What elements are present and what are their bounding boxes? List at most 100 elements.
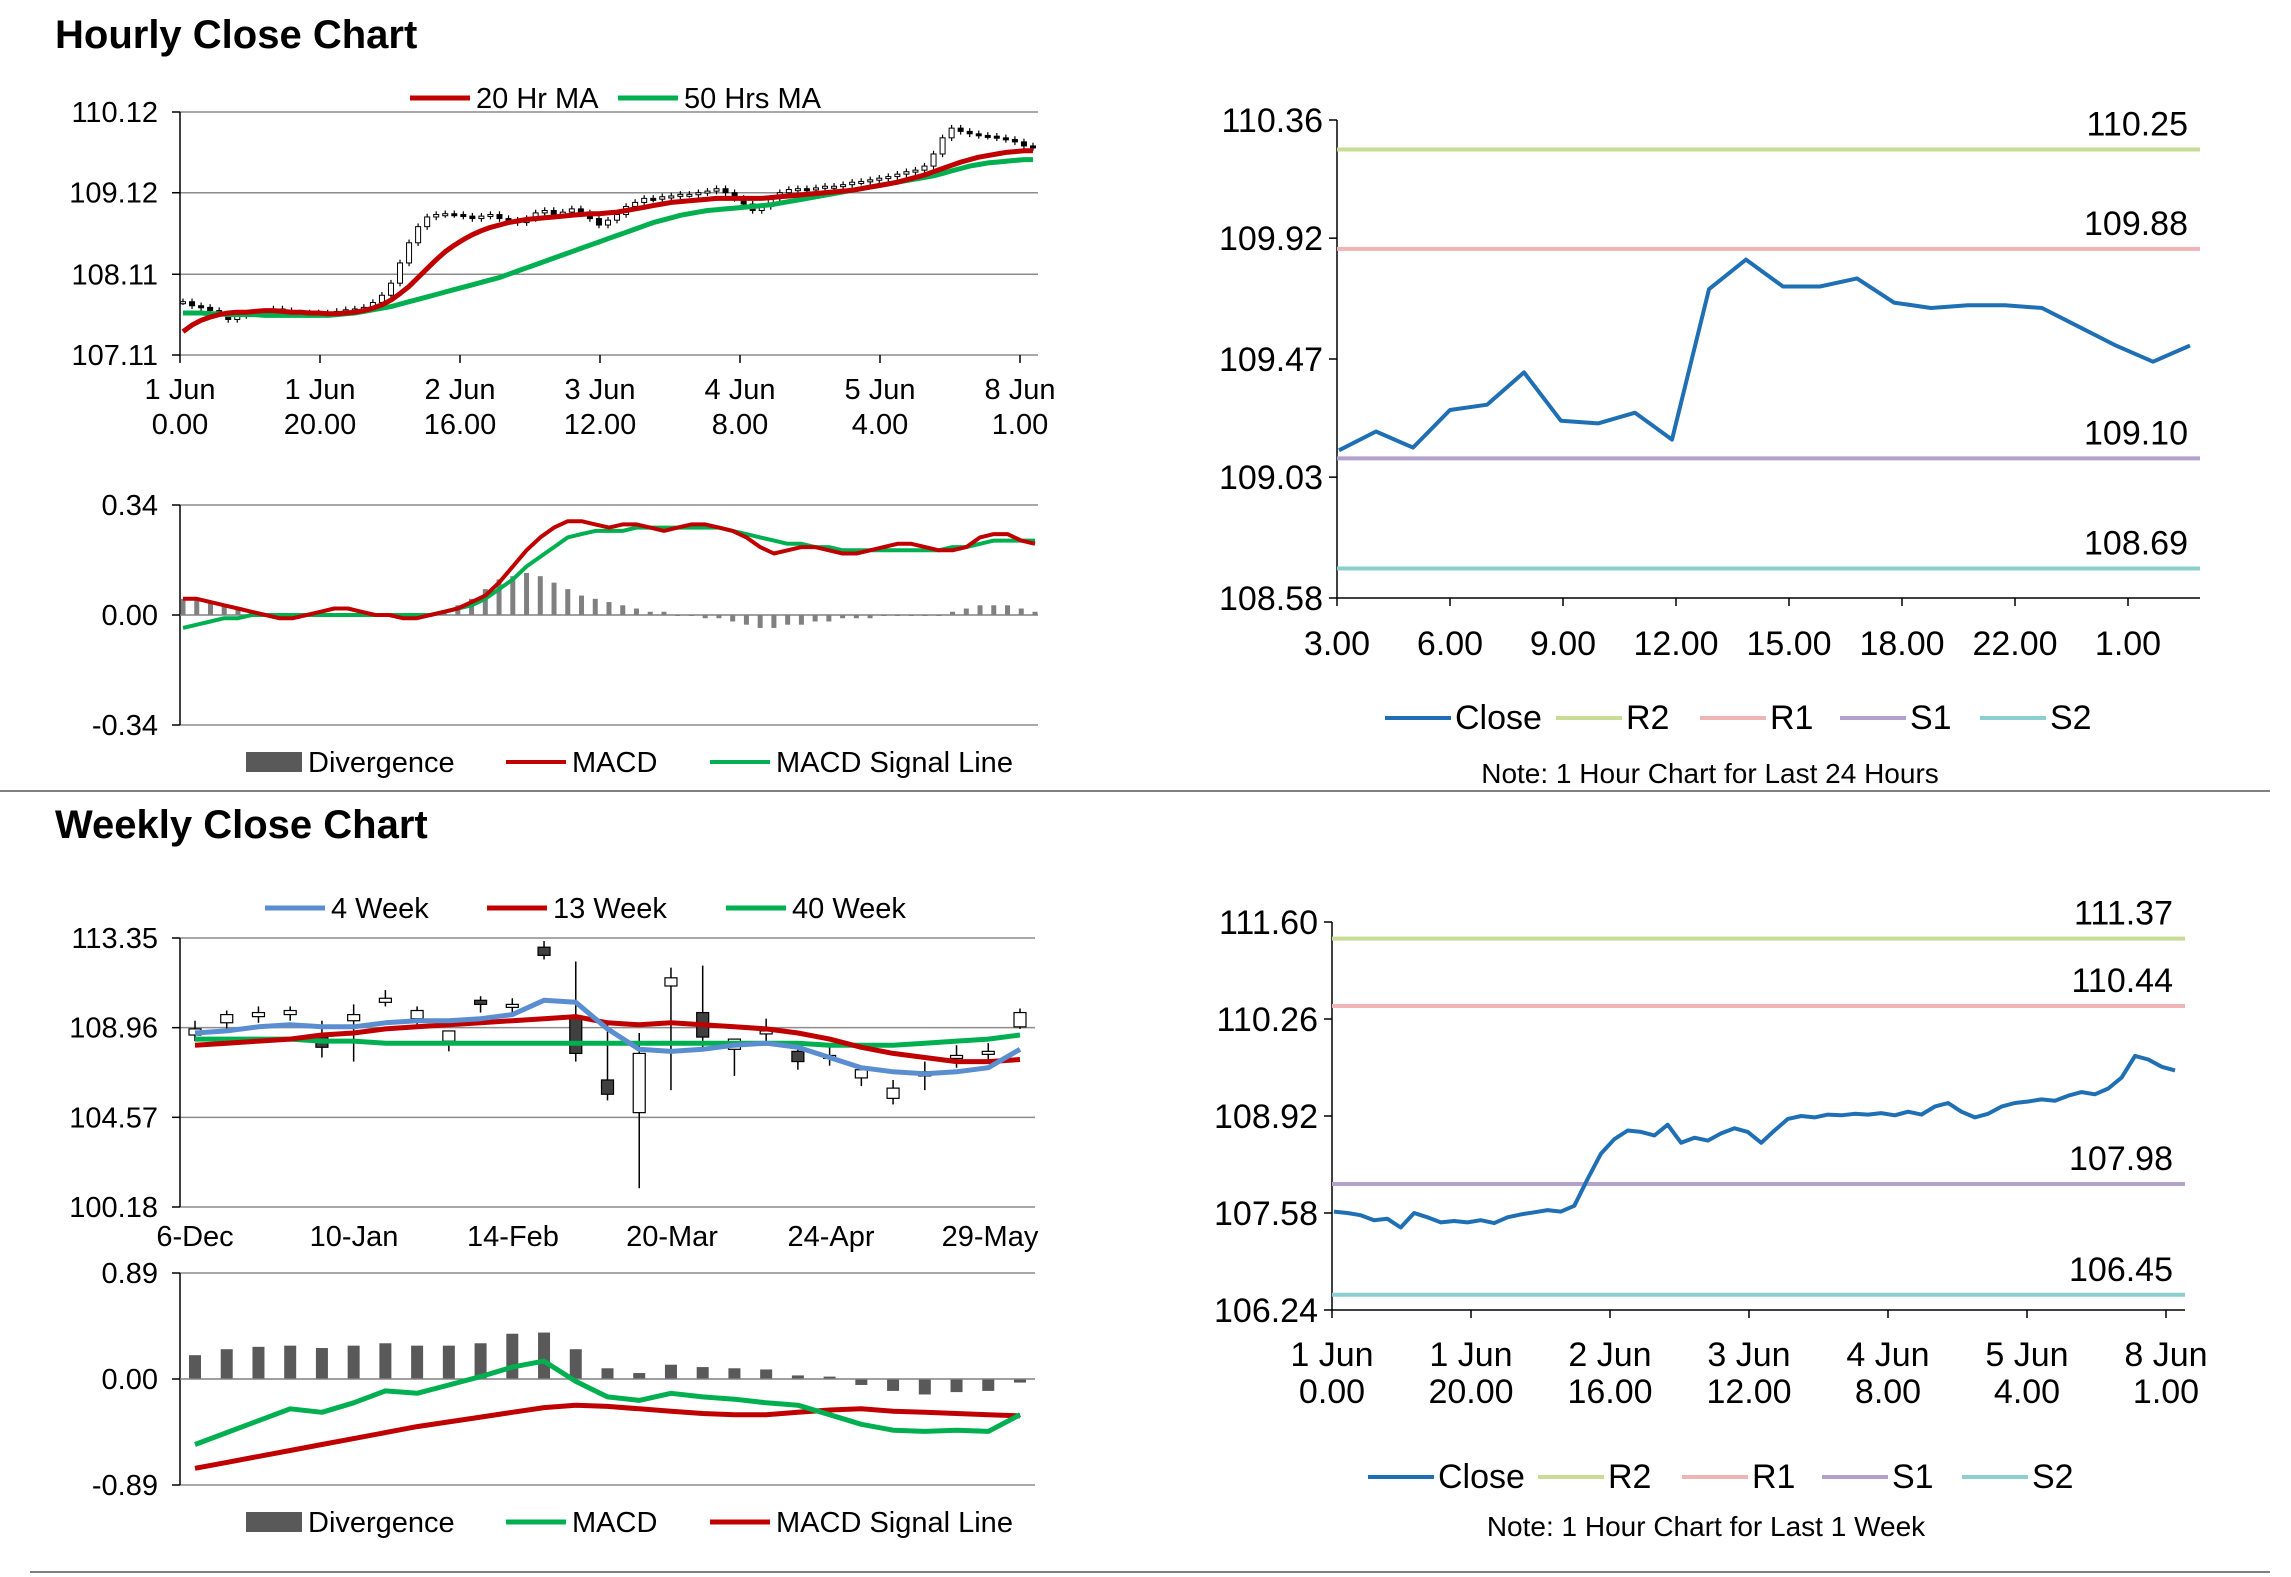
weekly-candle-body bbox=[283, 1009, 297, 1016]
hourly-divergence-bar bbox=[592, 598, 598, 615]
hourly-candle-y-tick-label: 107.11 bbox=[71, 340, 158, 372]
hourly-divergence-bar bbox=[647, 611, 653, 615]
weekly-candle-body bbox=[569, 1016, 583, 1055]
weekly-candle-body bbox=[949, 1054, 964, 1060]
hourly-pivot-legend-r2-label: R2 bbox=[1626, 699, 1669, 737]
hourly-candle-x-tick-time: 16.00 bbox=[424, 409, 497, 441]
weekly-pivot-y-tick-label: 107.58 bbox=[1214, 1195, 1318, 1233]
hourly-divergence-bar bbox=[565, 589, 571, 615]
weekly-divergence-bar bbox=[538, 1332, 551, 1379]
weekly-divergence-bar bbox=[791, 1375, 804, 1379]
weekly-divergence-bar bbox=[442, 1345, 455, 1379]
weekly-pivot-chart: 111.60 110.26 108.92 107.58 106.24 111.37 110.… bbox=[1214, 895, 2208, 1542]
weekly-candle-body bbox=[886, 1087, 900, 1099]
hourly-pivot-level-r1-label: 109.88 bbox=[2084, 205, 2188, 243]
weekly-pivot-level-r1-label: 110.44 bbox=[2072, 962, 2173, 1000]
hourly-candle-body bbox=[912, 169, 919, 173]
weekly-pivot-x-tick-label: 1 Jun bbox=[1429, 1336, 1512, 1374]
hourly-candle-x-tick-date: 2 Jun bbox=[425, 374, 496, 406]
hourly-pivot-close-line bbox=[1338, 257, 2191, 453]
hourly-candle-body bbox=[198, 305, 205, 309]
hourly-candle-body bbox=[433, 214, 440, 218]
weekly-pivot-x-tick-label: 5 Jun bbox=[1985, 1336, 2068, 1374]
hourly-candle-body bbox=[840, 184, 847, 188]
hourly-divergence-bar bbox=[579, 595, 585, 615]
hourly-divergence-bar bbox=[510, 576, 516, 615]
weekly-macd-y-tick-label: -0.89 bbox=[92, 1470, 158, 1502]
weekly-divergence-bar bbox=[760, 1369, 773, 1379]
weekly-pivot-y-tick-label: 106.24 bbox=[1214, 1292, 1318, 1330]
weekly-pivot-note: Note: 1 Hour Chart for Last 1 Week bbox=[1487, 1511, 1926, 1542]
weekly-ma4-line bbox=[194, 997, 1022, 1077]
hourly-pivot-x-tick-label: 15.00 bbox=[1746, 625, 1831, 663]
legend-hourly-divergence-label: Divergence bbox=[308, 747, 455, 779]
hourly-candle-body bbox=[948, 127, 955, 139]
hourly-pivot-x-tick-label: 6.00 bbox=[1417, 625, 1483, 663]
hourly-candle-body bbox=[677, 193, 684, 197]
weekly-pivot-legend-r1-label: R1 bbox=[1752, 1458, 1795, 1496]
weekly-candle-y-tick-label: 113.35 bbox=[71, 923, 158, 955]
weekly-pivot-x-tick-label: 8 Jun bbox=[2124, 1336, 2207, 1374]
hourly-candle-body bbox=[984, 134, 991, 138]
legend-4week-label: 4 Week bbox=[331, 893, 429, 925]
weekly-macd-signal-line bbox=[194, 1402, 1021, 1471]
weekly-candle-body bbox=[981, 1050, 995, 1055]
hourly-divergence-bar bbox=[798, 615, 804, 625]
weekly-divergence-bar bbox=[252, 1346, 265, 1379]
legend-weekly-macd-label: MACD bbox=[572, 1507, 657, 1539]
weekly-divergence-bar bbox=[887, 1379, 900, 1391]
hourly-candle-body bbox=[415, 226, 422, 244]
hourly-candle-x-tick-time: 4.00 bbox=[852, 409, 908, 441]
hourly-candle-body bbox=[722, 188, 729, 194]
weekly-pivot-x-tick-label: 8.00 bbox=[1855, 1373, 1921, 1411]
hourly-candle-x-tick-time: 0.00 bbox=[152, 409, 208, 441]
hourly-candle-body bbox=[975, 133, 982, 137]
hourly-candle-body bbox=[966, 130, 973, 135]
hourly-candle-body bbox=[442, 213, 449, 217]
weekly-pivot-x-tick-label: 16.00 bbox=[1567, 1373, 1652, 1411]
legend-13week-label: 13 Week bbox=[553, 893, 667, 925]
hourly-pivot-level-r2-label: 110.25 bbox=[2087, 106, 2188, 144]
hourly-pivot-level-s2-label: 108.69 bbox=[2084, 524, 2188, 562]
weekly-pivot-x-tick-label: 1 Jun bbox=[1290, 1336, 1373, 1374]
hourly-pivot-x-tick-label: 1.00 bbox=[2095, 625, 2161, 663]
hourly-candle-body bbox=[894, 173, 901, 178]
hourly-candle-x-tick-time: 1.00 bbox=[992, 409, 1048, 441]
hourly-pivot-legend-close-label: Close bbox=[1455, 699, 1542, 737]
weekly-ma13-line bbox=[194, 1014, 1021, 1065]
hourly-pivot-x-tick-label: 3.00 bbox=[1304, 625, 1370, 663]
hourly-divergence-bar bbox=[620, 605, 626, 615]
hourly-macd-signal-line bbox=[182, 525, 1035, 630]
hourly-divergence-bar bbox=[194, 598, 200, 615]
weekly-divergence-bar bbox=[189, 1355, 201, 1379]
hourly-pivot-x-tick-label: 18.00 bbox=[1859, 625, 1944, 663]
weekly-pivot-legend-r2-label: R2 bbox=[1608, 1458, 1651, 1496]
hourly-candle-x-tick-date: 8 Jun bbox=[985, 374, 1056, 406]
weekly-candle-body bbox=[600, 1079, 615, 1095]
weekly-divergence-bar bbox=[284, 1345, 297, 1379]
legend-hourly-macd-label: MACD bbox=[572, 747, 657, 779]
hourly-candle-body bbox=[957, 127, 964, 132]
hourly-pivot-chart: 110.36 109.92 109.47 109.03 108.58 110.25 109.… bbox=[1219, 102, 2200, 789]
weekly-candle-chart: 113.35 108.96 104.57 100.186-Dec 10-Jan 14-Fe… bbox=[69, 893, 1039, 1253]
weekly-macd-chart: 0.89 0.00 -0.89 Divergence MACD MACD Signal L… bbox=[92, 1258, 1035, 1539]
hourly-divergence-bar bbox=[606, 602, 612, 615]
hourly-divergence-bar bbox=[963, 608, 969, 615]
weekly-pivot-x-tick-label: 1.00 bbox=[2133, 1373, 2199, 1411]
hourly-divergence-bar bbox=[235, 608, 241, 615]
hourly-candle-body bbox=[903, 171, 910, 175]
weekly-candle-body bbox=[1013, 1011, 1027, 1028]
hourly-candle-x-tick-date: 1 Jun bbox=[285, 374, 356, 406]
weekly-macd-y-tick-label: 0.00 bbox=[102, 1364, 158, 1396]
weekly-candle-body bbox=[251, 1011, 266, 1018]
hourly-pivot-y-tick-label: 109.47 bbox=[1219, 341, 1323, 379]
hourly-divergence-bar bbox=[771, 615, 777, 628]
weekly-divergence-bar bbox=[220, 1349, 233, 1379]
hourly-divergence-bar bbox=[867, 615, 873, 619]
hourly-candle-body bbox=[930, 153, 937, 167]
weekly-pivot-y-tick-label: 111.60 bbox=[1219, 904, 1318, 942]
legend-weekly-divergence-swatch bbox=[246, 1512, 302, 1532]
hourly-divergence-bar bbox=[840, 615, 846, 619]
